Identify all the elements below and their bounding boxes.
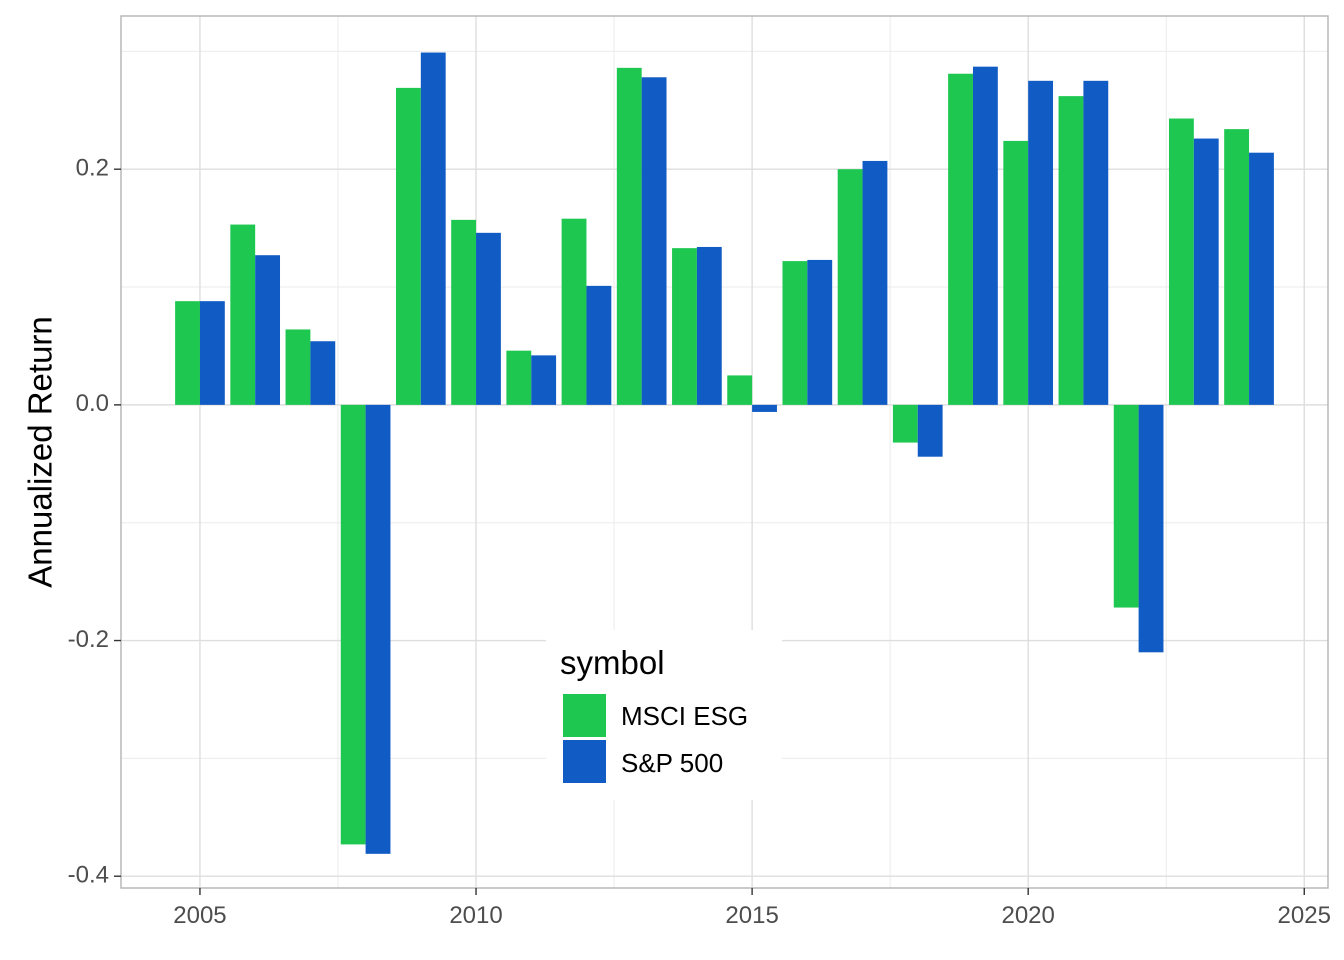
bar-msci-esg-2015 bbox=[727, 375, 753, 405]
bar-msci-esg-2013 bbox=[616, 67, 642, 405]
bar-s-p-500-2022 bbox=[1138, 404, 1164, 653]
bar-msci-esg-2018 bbox=[892, 404, 918, 443]
bar-s-p-500-2015 bbox=[752, 404, 777, 412]
bar-msci-esg-2011 bbox=[506, 350, 532, 405]
y-axis: -0.4 -0.2 0.0 0.2 bbox=[68, 155, 121, 889]
bar-s-p-500-2018 bbox=[917, 404, 943, 457]
bar-s-p-500-2016 bbox=[807, 259, 833, 405]
x-tick-label: 2010 bbox=[449, 902, 502, 929]
x-tick-label: 2015 bbox=[725, 902, 778, 929]
bar-s-p-500-2024 bbox=[1249, 152, 1274, 405]
bar-msci-esg-2005 bbox=[175, 301, 200, 405]
bar-msci-esg-2021 bbox=[1058, 96, 1084, 405]
y-axis-title: Annualized Return bbox=[22, 316, 59, 588]
bar-s-p-500-2020 bbox=[1028, 80, 1054, 405]
bar-msci-esg-2022 bbox=[1113, 404, 1139, 608]
bar-s-p-500-2019 bbox=[972, 66, 998, 405]
bar-msci-esg-2006 bbox=[230, 224, 256, 405]
legend-label-msci-esg: MSCI ESG bbox=[621, 701, 748, 731]
bar-s-p-500-2012 bbox=[586, 285, 612, 405]
bar-s-p-500-2007 bbox=[310, 341, 336, 405]
bar-s-p-500-2006 bbox=[255, 255, 281, 405]
bar-s-p-500-2023 bbox=[1193, 138, 1219, 405]
bar-s-p-500-2011 bbox=[531, 355, 557, 405]
bars bbox=[175, 52, 1274, 854]
y-tick-label: -0.4 bbox=[68, 862, 109, 889]
bar-msci-esg-2017 bbox=[837, 169, 863, 405]
x-tick-label: 2020 bbox=[1001, 902, 1054, 929]
bar-s-p-500-2010 bbox=[476, 232, 501, 405]
bar-msci-esg-2019 bbox=[948, 73, 973, 405]
bar-s-p-500-2009 bbox=[420, 52, 446, 405]
legend-title: symbol bbox=[560, 644, 665, 681]
bar-s-p-500-2017 bbox=[862, 160, 888, 405]
bar-s-p-500-2005 bbox=[199, 301, 225, 405]
bar-msci-esg-2012 bbox=[561, 218, 587, 405]
bar-msci-esg-2009 bbox=[395, 87, 421, 405]
bar-s-p-500-2013 bbox=[641, 77, 667, 405]
bar-s-p-500-2021 bbox=[1083, 80, 1109, 405]
x-tick-label: 2025 bbox=[1278, 902, 1331, 929]
x-tick-label: 2005 bbox=[173, 902, 226, 929]
y-tick-label: 0.0 bbox=[76, 390, 109, 417]
bar-msci-esg-2024 bbox=[1224, 129, 1250, 405]
bar-msci-esg-2016 bbox=[782, 261, 808, 405]
y-tick-label: -0.2 bbox=[68, 626, 109, 653]
legend: symbol MSCI ESG S&P 500 bbox=[546, 630, 782, 800]
legend-key-msci-esg bbox=[563, 694, 606, 737]
legend-key-sp500 bbox=[563, 740, 606, 783]
bar-msci-esg-2008 bbox=[340, 404, 366, 845]
x-axis: 2005 2010 2015 2020 2025 bbox=[173, 888, 1331, 929]
bar-msci-esg-2010 bbox=[451, 219, 477, 405]
bar-msci-esg-2020 bbox=[1003, 140, 1029, 405]
bar-msci-esg-2007 bbox=[285, 329, 311, 405]
legend-label-sp500: S&P 500 bbox=[621, 748, 723, 778]
plot-border bbox=[120, 15, 1329, 889]
bar-s-p-500-2014 bbox=[696, 246, 722, 405]
bar-s-p-500-2008 bbox=[365, 404, 391, 854]
bar-msci-esg-2014 bbox=[672, 248, 697, 405]
bar-msci-esg-2023 bbox=[1168, 118, 1194, 405]
y-tick-label: 0.2 bbox=[76, 155, 109, 182]
